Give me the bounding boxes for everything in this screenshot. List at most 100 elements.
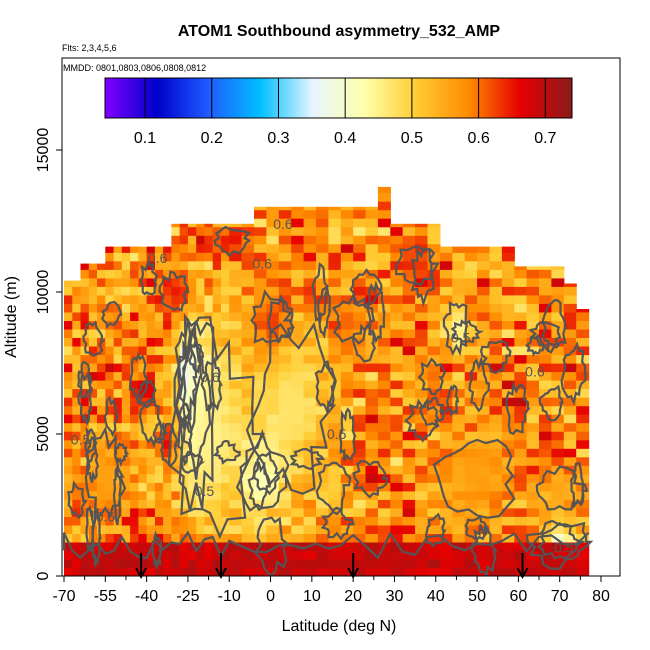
heatmap-cell — [121, 414, 131, 424]
heatmap-cell — [221, 465, 230, 475]
heatmap-cell — [353, 516, 367, 526]
heatmap-cell — [138, 431, 148, 441]
heatmap-cell — [328, 252, 342, 262]
heatmap-cell — [88, 346, 98, 356]
heatmap-cell — [501, 524, 515, 534]
heatmap-cell — [427, 550, 441, 560]
heatmap-cell — [121, 422, 131, 432]
heatmap-cell — [72, 405, 82, 415]
heatmap-cell — [97, 559, 106, 569]
heatmap-cell — [241, 414, 255, 424]
heatmap-cell — [130, 567, 139, 576]
heatmap-cell — [340, 397, 354, 407]
contour-line — [311, 262, 329, 324]
heatmap-cell — [121, 303, 131, 313]
heatmap-cell — [390, 337, 404, 347]
heatmap-cell — [353, 209, 367, 219]
heatmap-cell — [163, 524, 172, 534]
heatmap-cell — [146, 354, 156, 364]
heatmap-cell — [303, 431, 317, 441]
heatmap-cell — [291, 380, 305, 390]
heatmap-cell — [514, 269, 528, 279]
heatmap-cell — [402, 311, 416, 321]
heatmap-cell — [254, 482, 267, 492]
heatmap-cell — [266, 405, 280, 415]
heatmap-cell — [551, 448, 565, 458]
heatmap-cell — [80, 533, 90, 543]
heatmap-cell — [163, 567, 172, 576]
heatmap-cell — [241, 524, 255, 534]
heatmap-cell — [551, 524, 565, 534]
heatmap-cell — [316, 294, 329, 304]
heatmap-cell — [353, 405, 367, 415]
heatmap-cell — [390, 277, 404, 287]
heatmap-cell — [229, 465, 243, 475]
heatmap-cell — [229, 456, 243, 466]
heatmap-cell — [303, 397, 317, 407]
heatmap-cell — [278, 397, 292, 407]
heatmap-cell — [221, 277, 230, 287]
heatmap-cell — [113, 388, 123, 398]
heatmap-cell — [121, 371, 131, 381]
heatmap-cell — [254, 346, 267, 356]
heatmap-cell — [439, 482, 453, 492]
heatmap-cell — [88, 363, 98, 373]
heatmap-cell — [130, 337, 139, 347]
heatmap-cell — [402, 328, 416, 338]
heatmap-cell — [146, 303, 156, 313]
heatmap-cell — [353, 303, 367, 313]
heatmap-cell — [163, 260, 172, 270]
contour-line — [538, 384, 564, 422]
heatmap-cell — [138, 567, 148, 576]
heatmap-cell — [415, 482, 429, 492]
heatmap-cell — [241, 328, 255, 338]
contour-line — [67, 480, 88, 520]
heatmap-cell — [390, 363, 404, 373]
heatmap-cell — [187, 516, 197, 526]
heatmap-cell — [254, 311, 267, 321]
heatmap-cell — [316, 533, 329, 543]
contour-label: 0.6 — [148, 250, 168, 266]
heatmap-cell — [390, 223, 404, 228]
heatmap-cell — [291, 516, 305, 526]
heatmap-cell — [303, 209, 317, 219]
heatmap-cell — [196, 388, 206, 398]
heatmap-cell — [427, 277, 441, 287]
heatmap-cell — [171, 567, 181, 576]
heatmap-cell — [212, 405, 222, 415]
heatmap-cell — [390, 294, 404, 304]
heatmap-cell — [501, 482, 515, 492]
x-tick-label: -40 — [135, 588, 158, 605]
heatmap-cell — [163, 311, 172, 321]
heatmap-cell — [254, 550, 267, 560]
heatmap-cell — [113, 371, 123, 381]
heatmap-cell — [229, 337, 243, 347]
heatmap-cell — [212, 380, 222, 390]
heatmap-cell — [266, 499, 280, 509]
heatmap-cell — [340, 388, 354, 398]
heatmap-cell — [187, 559, 197, 569]
heatmap-cell — [316, 431, 329, 441]
heatmap-cell — [477, 246, 491, 253]
heatmap-cell — [163, 397, 172, 407]
heatmap-cell — [316, 252, 329, 262]
heatmap-cell — [365, 363, 379, 373]
heatmap-cell — [464, 524, 478, 534]
heatmap-cell — [171, 422, 181, 432]
heatmap-cell — [146, 439, 156, 449]
heatmap-cell — [113, 320, 123, 330]
heatmap-cell — [105, 294, 115, 304]
heatmap-cell — [303, 260, 317, 270]
heatmap-cell — [514, 533, 528, 543]
heatmap-cell — [452, 294, 466, 304]
heatmap-cell — [365, 206, 379, 211]
heatmap-cell — [415, 226, 429, 236]
heatmap-cell — [365, 516, 379, 526]
heatmap-cell — [241, 490, 255, 500]
heatmap-cell — [241, 260, 255, 270]
heatmap-cell — [415, 235, 429, 245]
heatmap-cell — [187, 405, 197, 415]
heatmap-cell — [154, 260, 164, 270]
heatmap-cell — [340, 439, 354, 449]
heatmap-cell — [278, 507, 292, 517]
